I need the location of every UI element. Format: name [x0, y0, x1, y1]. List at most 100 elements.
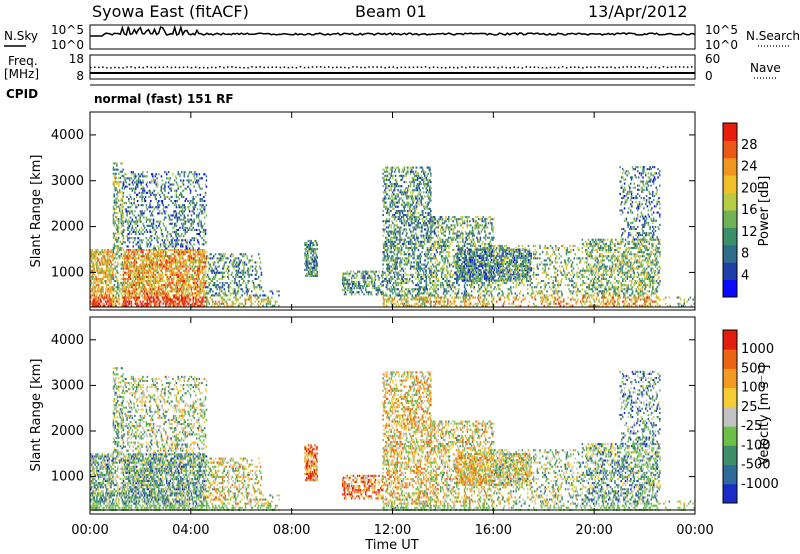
- power-cell: [126, 267, 128, 270]
- power-cell: [135, 226, 137, 229]
- power-cell: [102, 302, 104, 305]
- power-cell: [207, 257, 210, 260]
- power-cell: [196, 222, 199, 225]
- power-cell: [388, 298, 391, 301]
- power-cell: [396, 253, 398, 256]
- power-cell: [178, 239, 180, 242]
- nave-point: [243, 67, 245, 69]
- power-cell: [124, 271, 126, 274]
- power-cell: [386, 288, 389, 291]
- power-cell: [415, 218, 418, 221]
- power-cell: [160, 269, 163, 272]
- power-cell: [146, 208, 149, 211]
- power-cell: [390, 172, 392, 175]
- power-cell: [142, 284, 144, 287]
- power-cell: [193, 261, 195, 264]
- power-cell: [224, 261, 226, 264]
- power-cell: [408, 224, 411, 227]
- power-cell: [178, 296, 180, 299]
- power-cell: [181, 222, 183, 225]
- power-cell: [139, 247, 141, 250]
- power-cell: [369, 276, 371, 279]
- power-cell: [405, 193, 407, 196]
- power-cell: [157, 265, 159, 268]
- power-cell: [163, 257, 165, 260]
- power-cell: [127, 206, 129, 209]
- power-cell: [136, 292, 138, 295]
- power-cell: [196, 271, 199, 274]
- power-cell: [118, 251, 120, 254]
- power-cell: [156, 239, 158, 242]
- power-cell: [188, 282, 190, 285]
- power-cell: [162, 286, 164, 289]
- power-cell: [96, 304, 98, 307]
- power-cell: [165, 267, 167, 270]
- power-cell: [154, 304, 156, 307]
- power-cell: [155, 280, 157, 283]
- power-cell: [393, 216, 395, 219]
- nave-point: [457, 67, 459, 69]
- power-cell: [175, 239, 178, 242]
- power-cell: [402, 170, 405, 173]
- power-cell: [200, 177, 202, 180]
- power-cell: [96, 251, 98, 254]
- power-cell: [105, 294, 107, 297]
- power-cell: [104, 280, 106, 283]
- power-cell: [155, 253, 157, 256]
- power-cell: [147, 263, 149, 266]
- power-cell: [236, 271, 238, 274]
- power-cell: [361, 276, 363, 279]
- nave-point: [146, 66, 148, 68]
- power-cell: [366, 285, 369, 288]
- power-cell: [156, 253, 158, 256]
- power-cell: [163, 263, 165, 266]
- power-cell: [236, 257, 239, 260]
- power-cell: [393, 193, 395, 196]
- power-cell: [308, 260, 311, 263]
- power-cell: [392, 284, 394, 287]
- power-cell: [316, 244, 319, 247]
- power-cell: [407, 273, 409, 276]
- power-cell: [110, 302, 112, 305]
- power-cell: [392, 185, 394, 188]
- power-cell: [203, 292, 205, 295]
- power-cell: [392, 222, 394, 225]
- power-cell: [405, 228, 407, 231]
- power-cell: [199, 259, 201, 262]
- power-cell: [415, 296, 417, 299]
- power-cell: [239, 253, 241, 256]
- power-cell: [157, 251, 159, 254]
- power-cell: [98, 261, 101, 264]
- power-cell: [221, 286, 224, 289]
- power-cell: [203, 210, 206, 213]
- power-cell: [408, 228, 411, 231]
- power-cell: [120, 288, 123, 291]
- power-cell: [205, 265, 208, 268]
- power-cell: [104, 255, 106, 258]
- power-cell: [109, 300, 111, 303]
- power-cell: [362, 278, 364, 281]
- power-cell: [385, 197, 387, 200]
- power-cell: [116, 183, 118, 186]
- power-cell: [160, 189, 163, 192]
- power-cell: [394, 280, 397, 283]
- power-cell: [399, 290, 401, 293]
- power-cell: [390, 257, 392, 260]
- power-cell: [191, 237, 194, 240]
- power-cell: [112, 183, 115, 186]
- power-cell: [373, 280, 376, 283]
- power-cell: [407, 172, 409, 175]
- power-cell: [146, 191, 149, 194]
- power-cell: [145, 218, 148, 221]
- power-cell: [128, 183, 130, 186]
- power-cell: [192, 300, 194, 303]
- power-cell: [108, 292, 110, 295]
- power-cell: [396, 211, 398, 214]
- power-cell: [151, 212, 153, 215]
- power-cell: [188, 208, 190, 211]
- power-cell: [108, 255, 110, 258]
- nave-point: [513, 66, 515, 68]
- power-cell: [115, 172, 117, 175]
- power-cell: [174, 255, 177, 258]
- power-cell: [347, 287, 349, 290]
